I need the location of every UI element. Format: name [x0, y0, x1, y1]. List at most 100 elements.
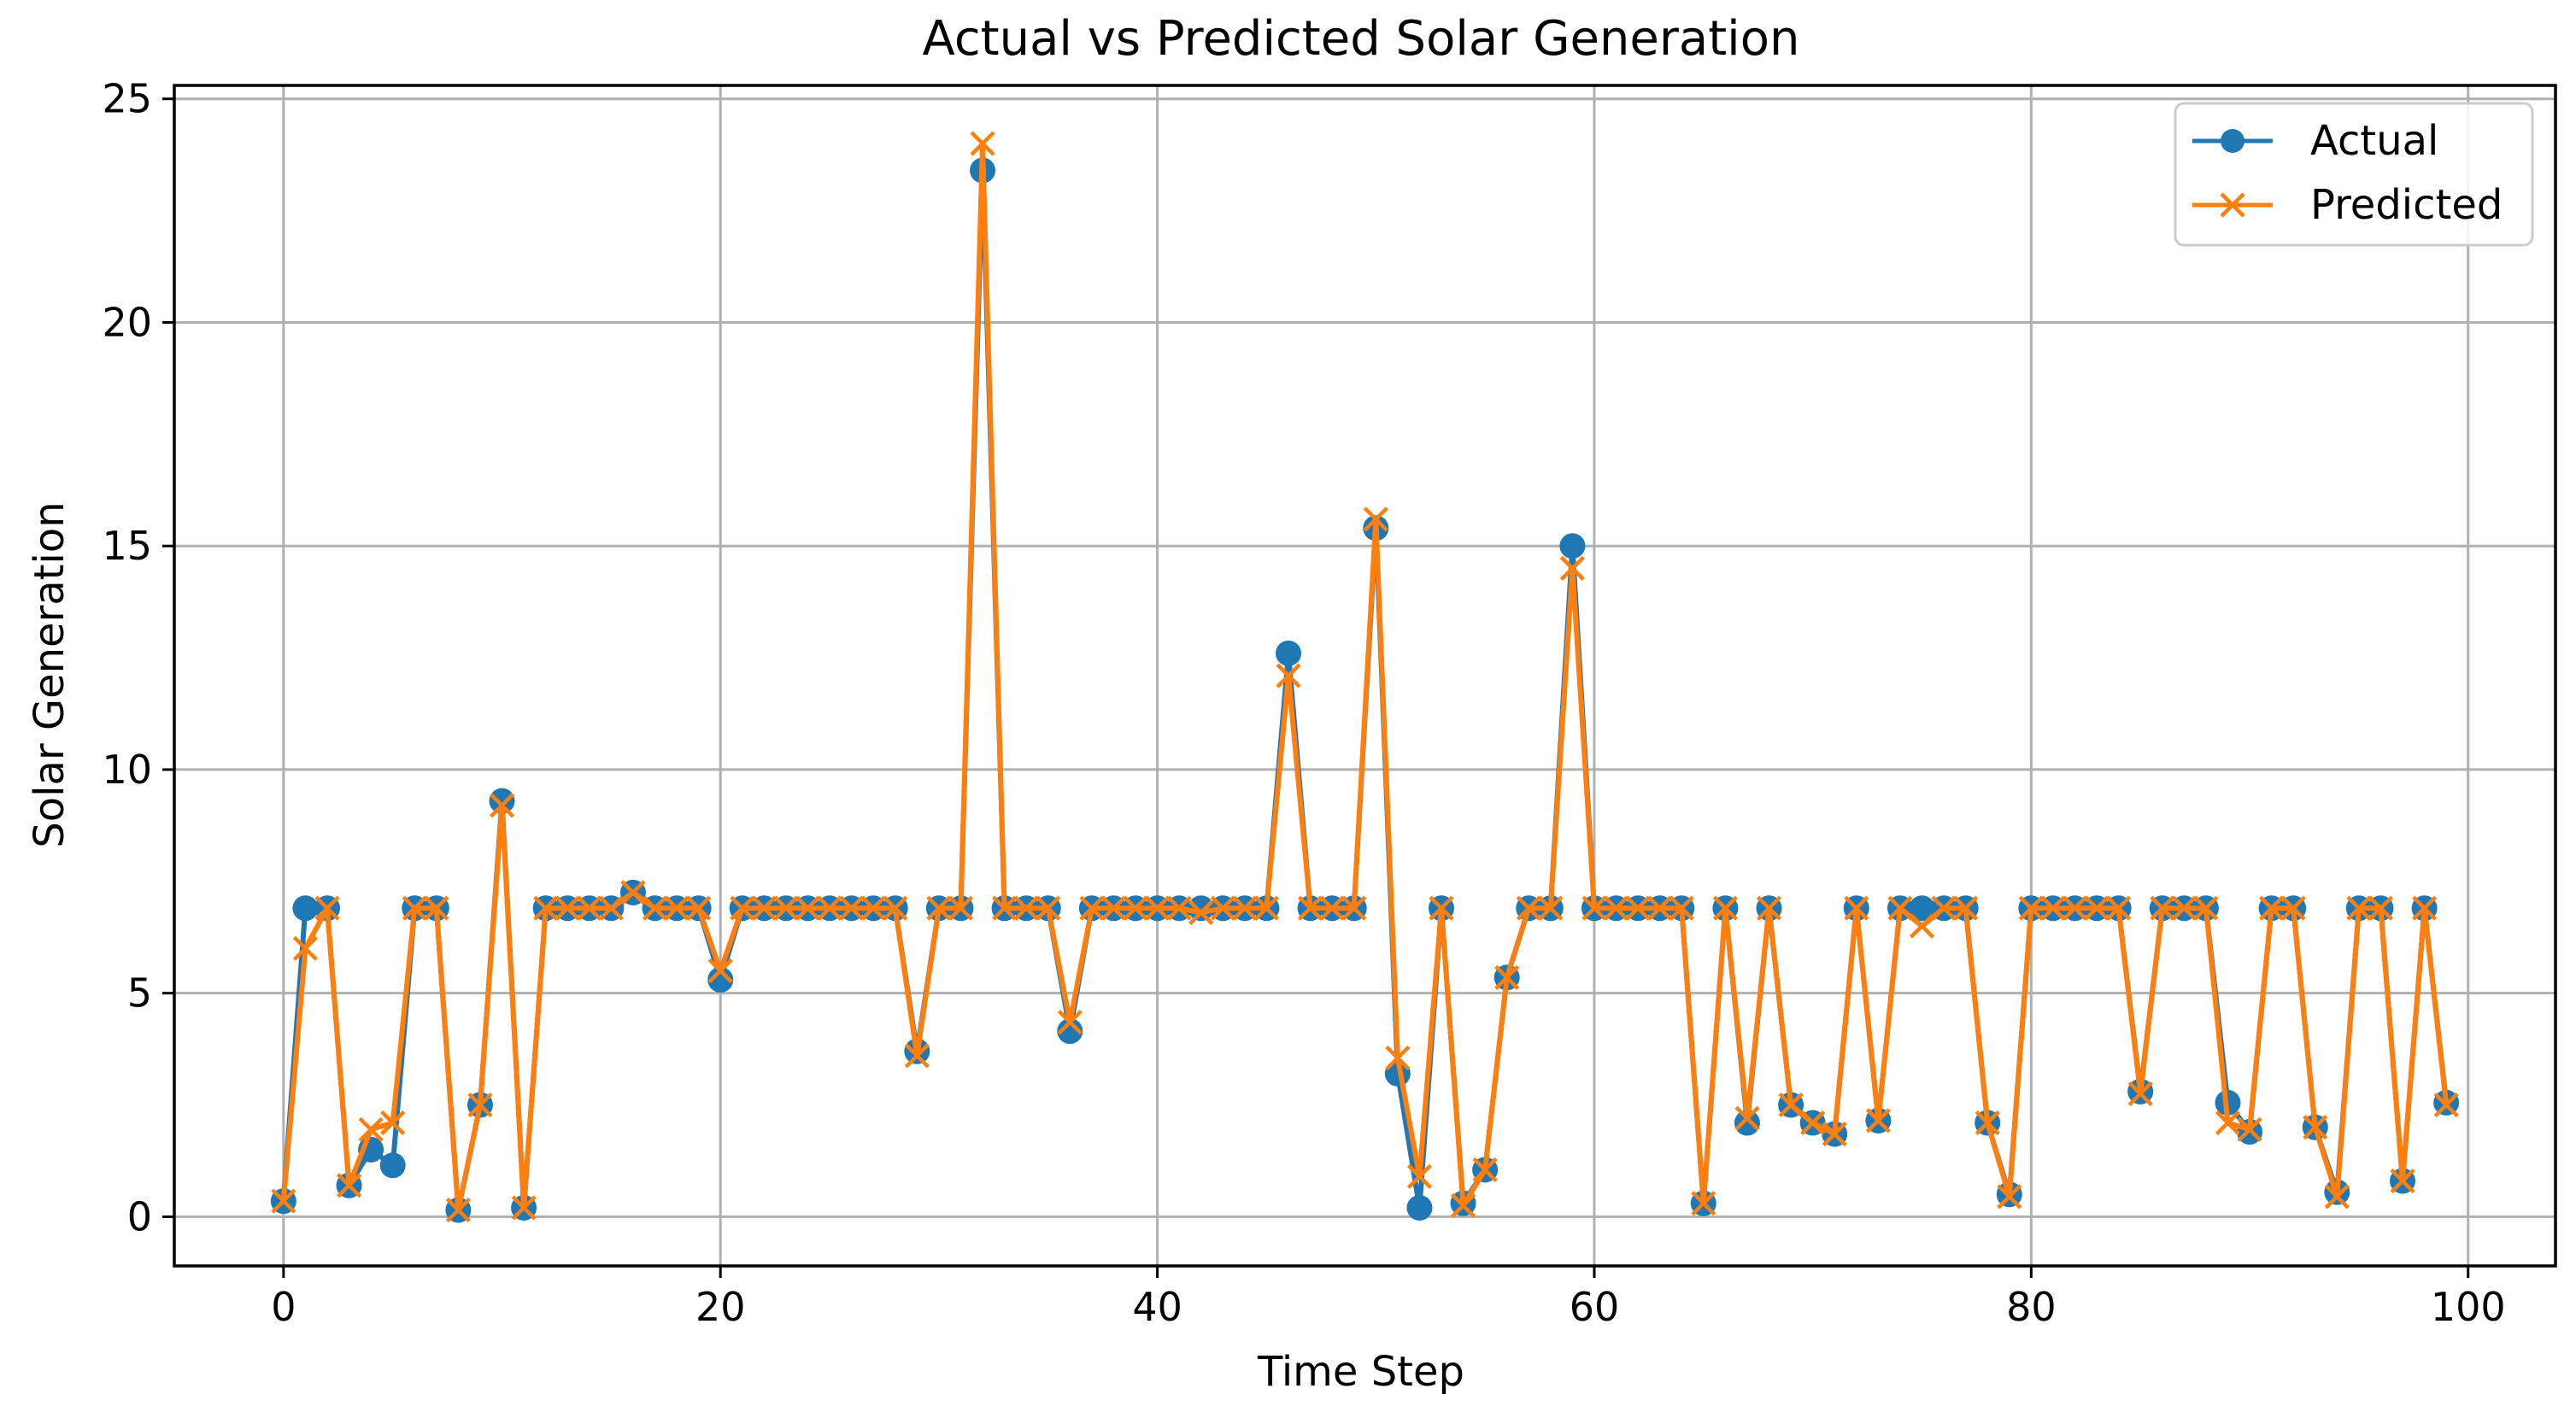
- data-point-actual: [379, 1152, 406, 1179]
- data-point-predicted: [773, 895, 799, 921]
- data-point-predicted: [883, 895, 908, 921]
- data-point-predicted: [2084, 895, 2110, 921]
- data-point-predicted: [1472, 1157, 1498, 1183]
- data-point-predicted: [620, 880, 646, 905]
- data-point-predicted: [1625, 895, 1651, 921]
- data-point-actual: [1276, 640, 1302, 666]
- data-point-predicted: [1734, 1105, 1760, 1131]
- x-tick-label: 20: [695, 1284, 746, 1330]
- data-point-predicted: [577, 895, 602, 921]
- data-point-predicted: [1647, 895, 1673, 921]
- data-point-predicted: [2040, 895, 2066, 921]
- data-point-predicted: [1253, 895, 1280, 921]
- data-point-predicted: [1319, 895, 1345, 921]
- data-point-predicted: [1559, 555, 1585, 581]
- data-point-actual: [1909, 895, 1935, 922]
- data-point-predicted: [292, 935, 319, 961]
- x-tick-label: 100: [2431, 1284, 2506, 1330]
- data-point-predicted: [336, 1173, 362, 1198]
- data-point-predicted: [642, 895, 668, 921]
- data-point-predicted: [1494, 964, 1520, 990]
- data-point-predicted: [533, 895, 559, 921]
- data-point-predicted: [1712, 895, 1738, 921]
- data-point-predicted: [402, 895, 427, 921]
- data-point-predicted: [926, 895, 952, 921]
- data-point-predicted: [271, 1188, 296, 1214]
- data-point-actual: [292, 895, 319, 922]
- data-point-actual: [1734, 1110, 1760, 1136]
- data-point-predicted: [1778, 1092, 1804, 1118]
- data-point-predicted: [707, 958, 733, 984]
- data-point-predicted: [751, 895, 777, 921]
- data-point-predicted: [1975, 1110, 2000, 1136]
- data-point-predicted: [1887, 895, 1913, 921]
- data-point-predicted: [817, 895, 842, 921]
- data-point-predicted: [598, 895, 624, 921]
- data-point-predicted: [948, 895, 974, 921]
- data-point-actual: [1406, 1194, 1433, 1221]
- data-point-predicted: [2368, 895, 2394, 921]
- series-predicted: [271, 131, 2459, 1223]
- grid: [174, 85, 2555, 1266]
- data-point-predicted: [1166, 895, 1192, 921]
- data-point-predicted: [839, 895, 865, 921]
- data-point-predicted: [970, 131, 995, 156]
- data-point-predicted: [1188, 899, 1214, 926]
- data-point-predicted: [1800, 1110, 1826, 1136]
- data-point-predicted: [1450, 1192, 1476, 1218]
- data-point-predicted: [1100, 895, 1127, 921]
- data-point-predicted: [1953, 895, 1979, 921]
- x-tick-label: 60: [1570, 1284, 1620, 1330]
- data-point-predicted: [1931, 895, 1957, 921]
- data-point-predicted: [1909, 913, 1935, 939]
- x-tick-label: 0: [271, 1284, 296, 1330]
- data-point-predicted: [555, 895, 580, 921]
- data-point-predicted: [314, 895, 340, 921]
- chart-title: Actual vs Predicted Solar Generation: [923, 11, 1800, 67]
- data-point-predicted: [2127, 1081, 2153, 1107]
- data-point-predicted: [860, 895, 886, 921]
- legend-label-actual: Actual: [2310, 117, 2438, 165]
- data-point-predicted: [1013, 895, 1039, 921]
- data-point-actual: [707, 966, 734, 993]
- data-point-predicted: [1406, 1163, 1433, 1189]
- data-point-predicted: [1363, 507, 1388, 532]
- data-point-predicted: [2237, 1116, 2262, 1142]
- data-point-actual: [1559, 533, 1586, 560]
- data-point-predicted: [1822, 1121, 1847, 1147]
- data-point-predicted: [511, 1195, 537, 1221]
- data-point-predicted: [2411, 895, 2438, 921]
- data-point-predicted: [2106, 895, 2132, 921]
- data-point-predicted: [2390, 1168, 2415, 1194]
- data-point-predicted: [1669, 895, 1694, 921]
- data-point-predicted: [1603, 895, 1629, 921]
- axis-ticks: 0 20 40 60 80 100 0 5 10 15 20 25: [102, 76, 2505, 1330]
- data-point-predicted: [1844, 895, 1869, 921]
- data-point-predicted: [2215, 1110, 2241, 1136]
- data-point-predicted: [1079, 895, 1105, 921]
- x-tick-label: 80: [2006, 1284, 2057, 1330]
- data-point-predicted: [1297, 895, 1323, 921]
- data-point-predicted: [2303, 1115, 2328, 1140]
- y-axis-label: Solar Generation: [26, 501, 73, 847]
- data-point-predicted: [2324, 1184, 2350, 1210]
- data-point-predicted: [1429, 895, 1454, 921]
- data-point-actual: [1057, 1018, 1083, 1045]
- data-point-predicted: [1516, 895, 1541, 921]
- data-point-predicted: [795, 895, 821, 921]
- data-point-predicted: [1756, 895, 1782, 921]
- data-point-predicted: [1145, 895, 1171, 921]
- data-point-predicted: [1036, 895, 1061, 921]
- data-point-predicted: [1865, 1108, 1891, 1134]
- data-point-predicted: [424, 895, 449, 921]
- data-point-predicted: [1057, 1010, 1083, 1035]
- data-point-predicted: [2018, 895, 2044, 921]
- y-tick-label: 20: [102, 299, 152, 345]
- legend-marker-predicted: [2220, 192, 2245, 218]
- data-point-predicted: [1276, 663, 1301, 688]
- y-tick-label: 15: [102, 523, 152, 569]
- data-point-predicted: [1538, 895, 1564, 921]
- data-point-predicted: [445, 1197, 471, 1223]
- data-point-predicted: [1581, 895, 1607, 921]
- data-point-predicted: [1232, 895, 1258, 921]
